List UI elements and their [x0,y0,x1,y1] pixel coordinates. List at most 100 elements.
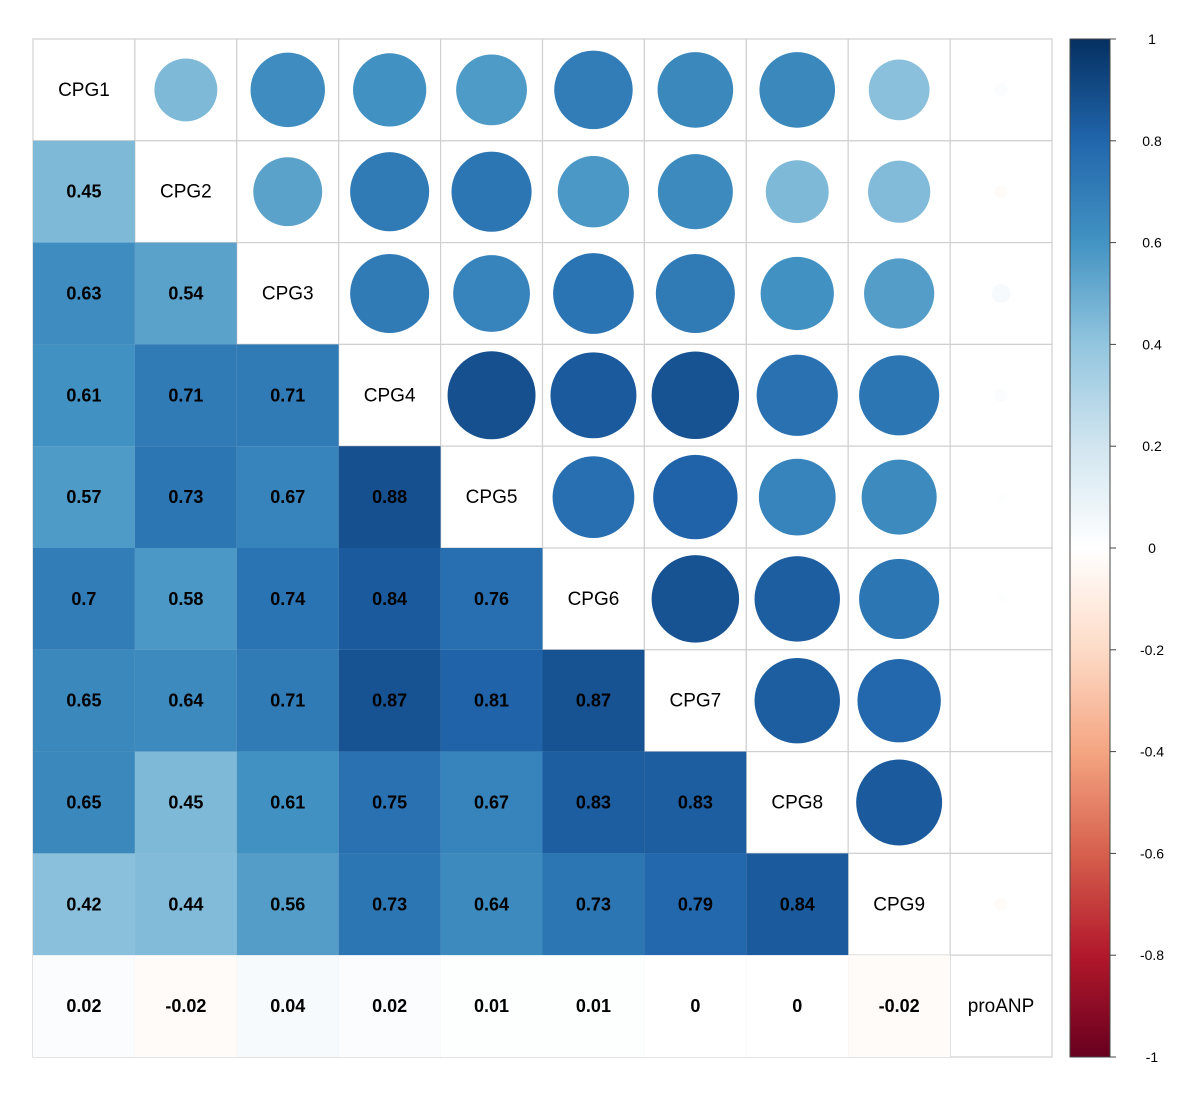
lower-shade-cell [542,853,645,956]
grid-cell [236,242,340,346]
upper-correlation-circle [754,657,840,744]
lower-shade-cell [134,751,237,854]
grid-cell [134,140,238,244]
colorbar-tick-label: 1 [1148,31,1156,47]
colorbar-tick-label: 0.6 [1142,235,1162,251]
correlation-value-label: 0.73 [576,894,611,914]
variable-label-cpg7: CPG7 [669,691,721,712]
lower-shade-cell [644,853,747,956]
upper-correlation-circle [154,58,218,122]
upper-correlation-circle [353,53,427,127]
lower-shade-cell [440,751,543,854]
correlation-value-label: 0.73 [168,487,203,507]
grid-cell [541,547,646,651]
lower-shade-cell [236,446,339,548]
lower-shade-cell [338,548,441,650]
correlation-value-label: 0.83 [576,793,611,813]
upper-correlation-circle [861,459,937,535]
upper-correlation-circle [759,52,836,128]
lower-shade-cell [33,344,135,447]
lower-shade-cell [134,853,237,956]
lower-shade-cell [848,955,951,1057]
grid-cell [643,649,747,753]
upper-correlation-circle [760,256,834,331]
correlation-value-label: 0.45 [66,182,101,202]
upper-correlation-circle [994,897,1008,911]
lower-shade-cell [644,751,747,854]
upper-correlation-circle [994,185,1008,199]
correlation-value-label: 0.56 [270,894,305,914]
correlation-value-label: 0.71 [168,385,203,405]
upper-correlation-circle [552,456,635,538]
upper-correlation-circle [994,83,1008,97]
grid-cell [847,852,951,956]
lower-shade-cell [236,751,339,854]
lower-shade-cell [33,751,135,854]
correlation-value-label: 0.81 [474,691,509,711]
colorbar-tick-label: 0.4 [1142,336,1162,352]
lower-shade-cell [236,344,339,447]
correlation-value-label: 0.7 [71,589,96,609]
correlation-value-label: 0.02 [372,996,407,1016]
correlation-value-label: 0.75 [372,793,407,813]
lower-shade-cell [33,649,135,752]
correlation-value-label: 0.61 [270,793,305,813]
lower-shade-cell [542,751,645,854]
lower-shade-cell [440,853,543,956]
upper-correlation-circle [994,388,1008,402]
correlation-value-label: 0.67 [474,793,509,813]
upper-correlation-circle [447,351,536,440]
correlation-value-label: -0.02 [165,996,206,1016]
lower-shade-cell [542,955,645,1057]
upper-correlation-circle [553,253,634,334]
upper-correlation-circle [453,255,530,332]
upper-correlation-circle [557,155,630,228]
upper-correlation-circle [868,59,930,121]
colorbar-tick-label: -0.6 [1140,845,1164,861]
lower-shade-cell [746,853,849,956]
variable-label-proanp: proANP [968,996,1035,1017]
correlation-value-label: 0.83 [678,793,713,813]
correlation-value-label: 0.61 [66,385,101,405]
correlation-value-label: 0.44 [168,894,203,914]
upper-correlation-circle [758,458,836,536]
upper-correlation-circle [1000,700,1002,702]
lower-shade-cell [338,955,441,1057]
correlation-value-label: 0.87 [372,691,407,711]
correlation-value-label: 0.84 [372,589,407,609]
lower-shade-cell [134,242,237,345]
colorbar-tick-label: 0.8 [1142,133,1162,149]
upper-correlation-circle [996,492,1006,502]
correlation-value-label: 0.64 [474,894,509,914]
correlation-value-label: 0.58 [168,589,203,609]
variable-label-cpg2: CPG2 [160,182,212,203]
lower-shade-cell [236,649,339,752]
lower-shade-cell [746,955,849,1057]
upper-correlation-circle [1000,802,1002,803]
variable-label-cpg1: CPG1 [58,80,110,101]
upper-correlation-circle [756,354,838,436]
grid-cell [32,38,136,142]
upper-correlation-circle [859,558,940,639]
lower-shade-cell [338,649,441,752]
lower-shade-cell [134,344,237,447]
variable-label-cpg8: CPG8 [771,793,823,814]
variable-label-cpg4: CPG4 [364,385,416,406]
correlation-value-label: 0.65 [66,691,101,711]
variable-label-cpg6: CPG6 [568,589,620,610]
colorbar-tick-label: 0 [1148,540,1156,556]
lower-shade-cell [134,446,237,548]
upper-correlation-circle [864,258,935,329]
upper-correlation-circle [653,454,738,540]
colorbar-tick-label: -0.2 [1140,642,1164,658]
upper-correlation-circle [859,355,940,436]
correlation-value-label: 0.76 [474,589,509,609]
lower-shade-cell [542,649,645,752]
grid-cell [440,445,544,549]
correlation-value-label: 0.54 [168,284,203,304]
colorbar-tick-label: -0.4 [1140,744,1164,760]
upper-correlation-circle [996,594,1006,604]
upper-correlation-circle [350,253,430,334]
upper-correlation-circle [253,157,323,227]
